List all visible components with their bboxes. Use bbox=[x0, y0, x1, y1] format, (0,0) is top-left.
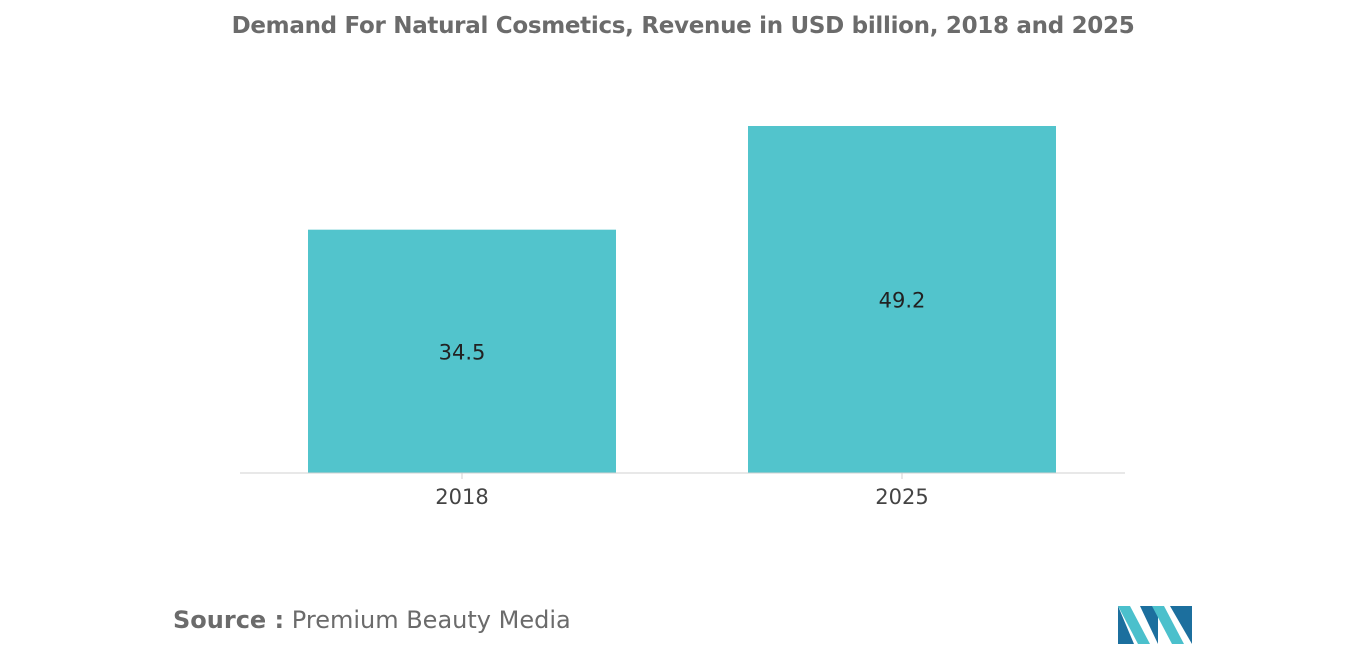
source-label: Source : bbox=[173, 606, 285, 634]
data-label-2018: 34.5 bbox=[439, 340, 486, 364]
chart-title: Demand For Natural Cosmetics, Revenue in… bbox=[231, 13, 1135, 39]
x-tick-label-2025: 2025 bbox=[875, 485, 928, 509]
source-note: Source : Premium Beauty Media bbox=[173, 606, 571, 634]
data-label-group: 34.5 49.2 bbox=[439, 289, 926, 365]
bar-2018 bbox=[308, 229, 616, 473]
source-text: Premium Beauty Media bbox=[291, 606, 571, 634]
x-tick-label-2018: 2018 bbox=[435, 485, 488, 509]
bar-chart: 34.5 49.2 2018 2025 bbox=[240, 126, 1125, 509]
brand-logo bbox=[1118, 606, 1192, 644]
data-label-2025: 49.2 bbox=[879, 289, 926, 313]
bar-group bbox=[308, 126, 1056, 473]
bar-2025 bbox=[748, 126, 1056, 473]
x-tick-group: 2018 2025 bbox=[435, 473, 929, 509]
